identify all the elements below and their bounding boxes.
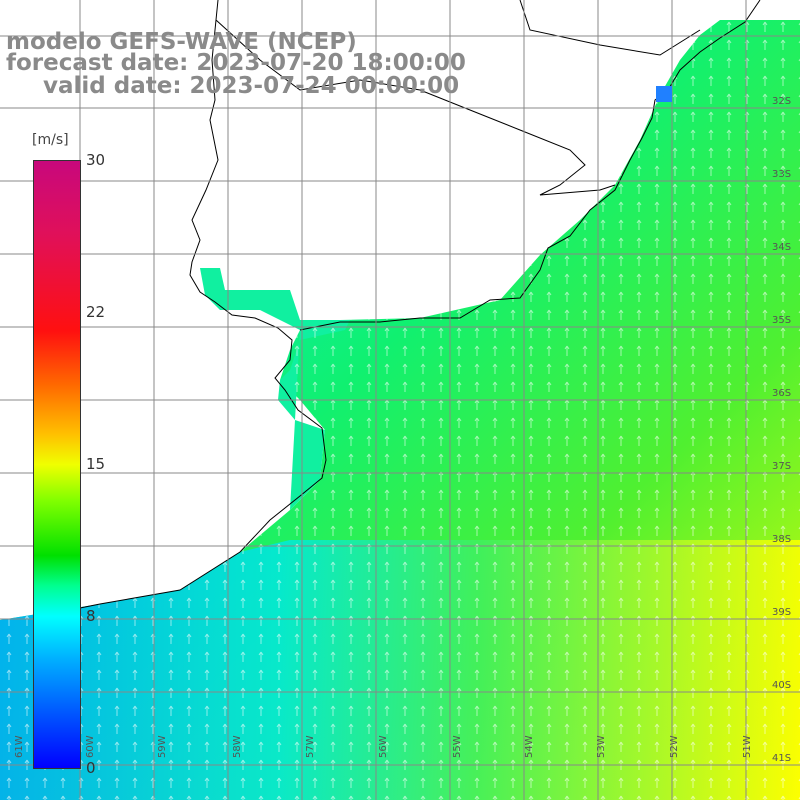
lat-label: 35S (772, 315, 791, 326)
lon-label: 59W (157, 735, 168, 758)
lat-label: 41S (772, 753, 791, 764)
lon-label: 61W (14, 735, 25, 758)
coastline (59, 0, 327, 613)
colorbar-tick: 15 (86, 455, 106, 473)
colorbar-tick: 22 (86, 303, 106, 321)
lon-label: 53W (596, 735, 607, 758)
title-valid-date: valid date: 2023-07-24 00:00:00 (43, 73, 460, 99)
title-model: modelo GEFS-WAVE (NCEP) (6, 29, 357, 55)
colorbar-tick: 0 (86, 759, 96, 777)
lon-label: 55W (452, 735, 463, 758)
lat-label: 32S (772, 96, 791, 107)
coastline-uruguay (299, 0, 761, 331)
lon-label: 57W (305, 735, 316, 758)
border-line (215, 19, 616, 196)
lat-label: 40S (772, 680, 791, 691)
border-line-north (519, 0, 701, 56)
title-forecast-date: forecast date: 2023-07-20 18:00:00 (6, 50, 466, 76)
lon-label: 51W (742, 735, 753, 758)
colorbar (33, 160, 81, 769)
lat-label: 36S (772, 388, 791, 399)
lat-label: 33S (772, 169, 791, 180)
lon-label: 60W (85, 735, 96, 758)
colorbar-units: [m/s] (32, 132, 69, 148)
lon-label: 56W (378, 735, 389, 758)
lat-label: 38S (772, 534, 791, 545)
lat-label: 37S (772, 461, 791, 472)
low-wind-patch (656, 86, 672, 102)
lon-label: 58W (232, 735, 243, 758)
lon-label: 54W (524, 735, 535, 758)
colorbar-tick: 30 (86, 151, 106, 169)
colorbar-tick: 8 (86, 607, 96, 625)
lat-label: 39S (772, 607, 791, 618)
lon-label: 52W (669, 735, 680, 758)
lat-label: 34S (772, 242, 791, 253)
